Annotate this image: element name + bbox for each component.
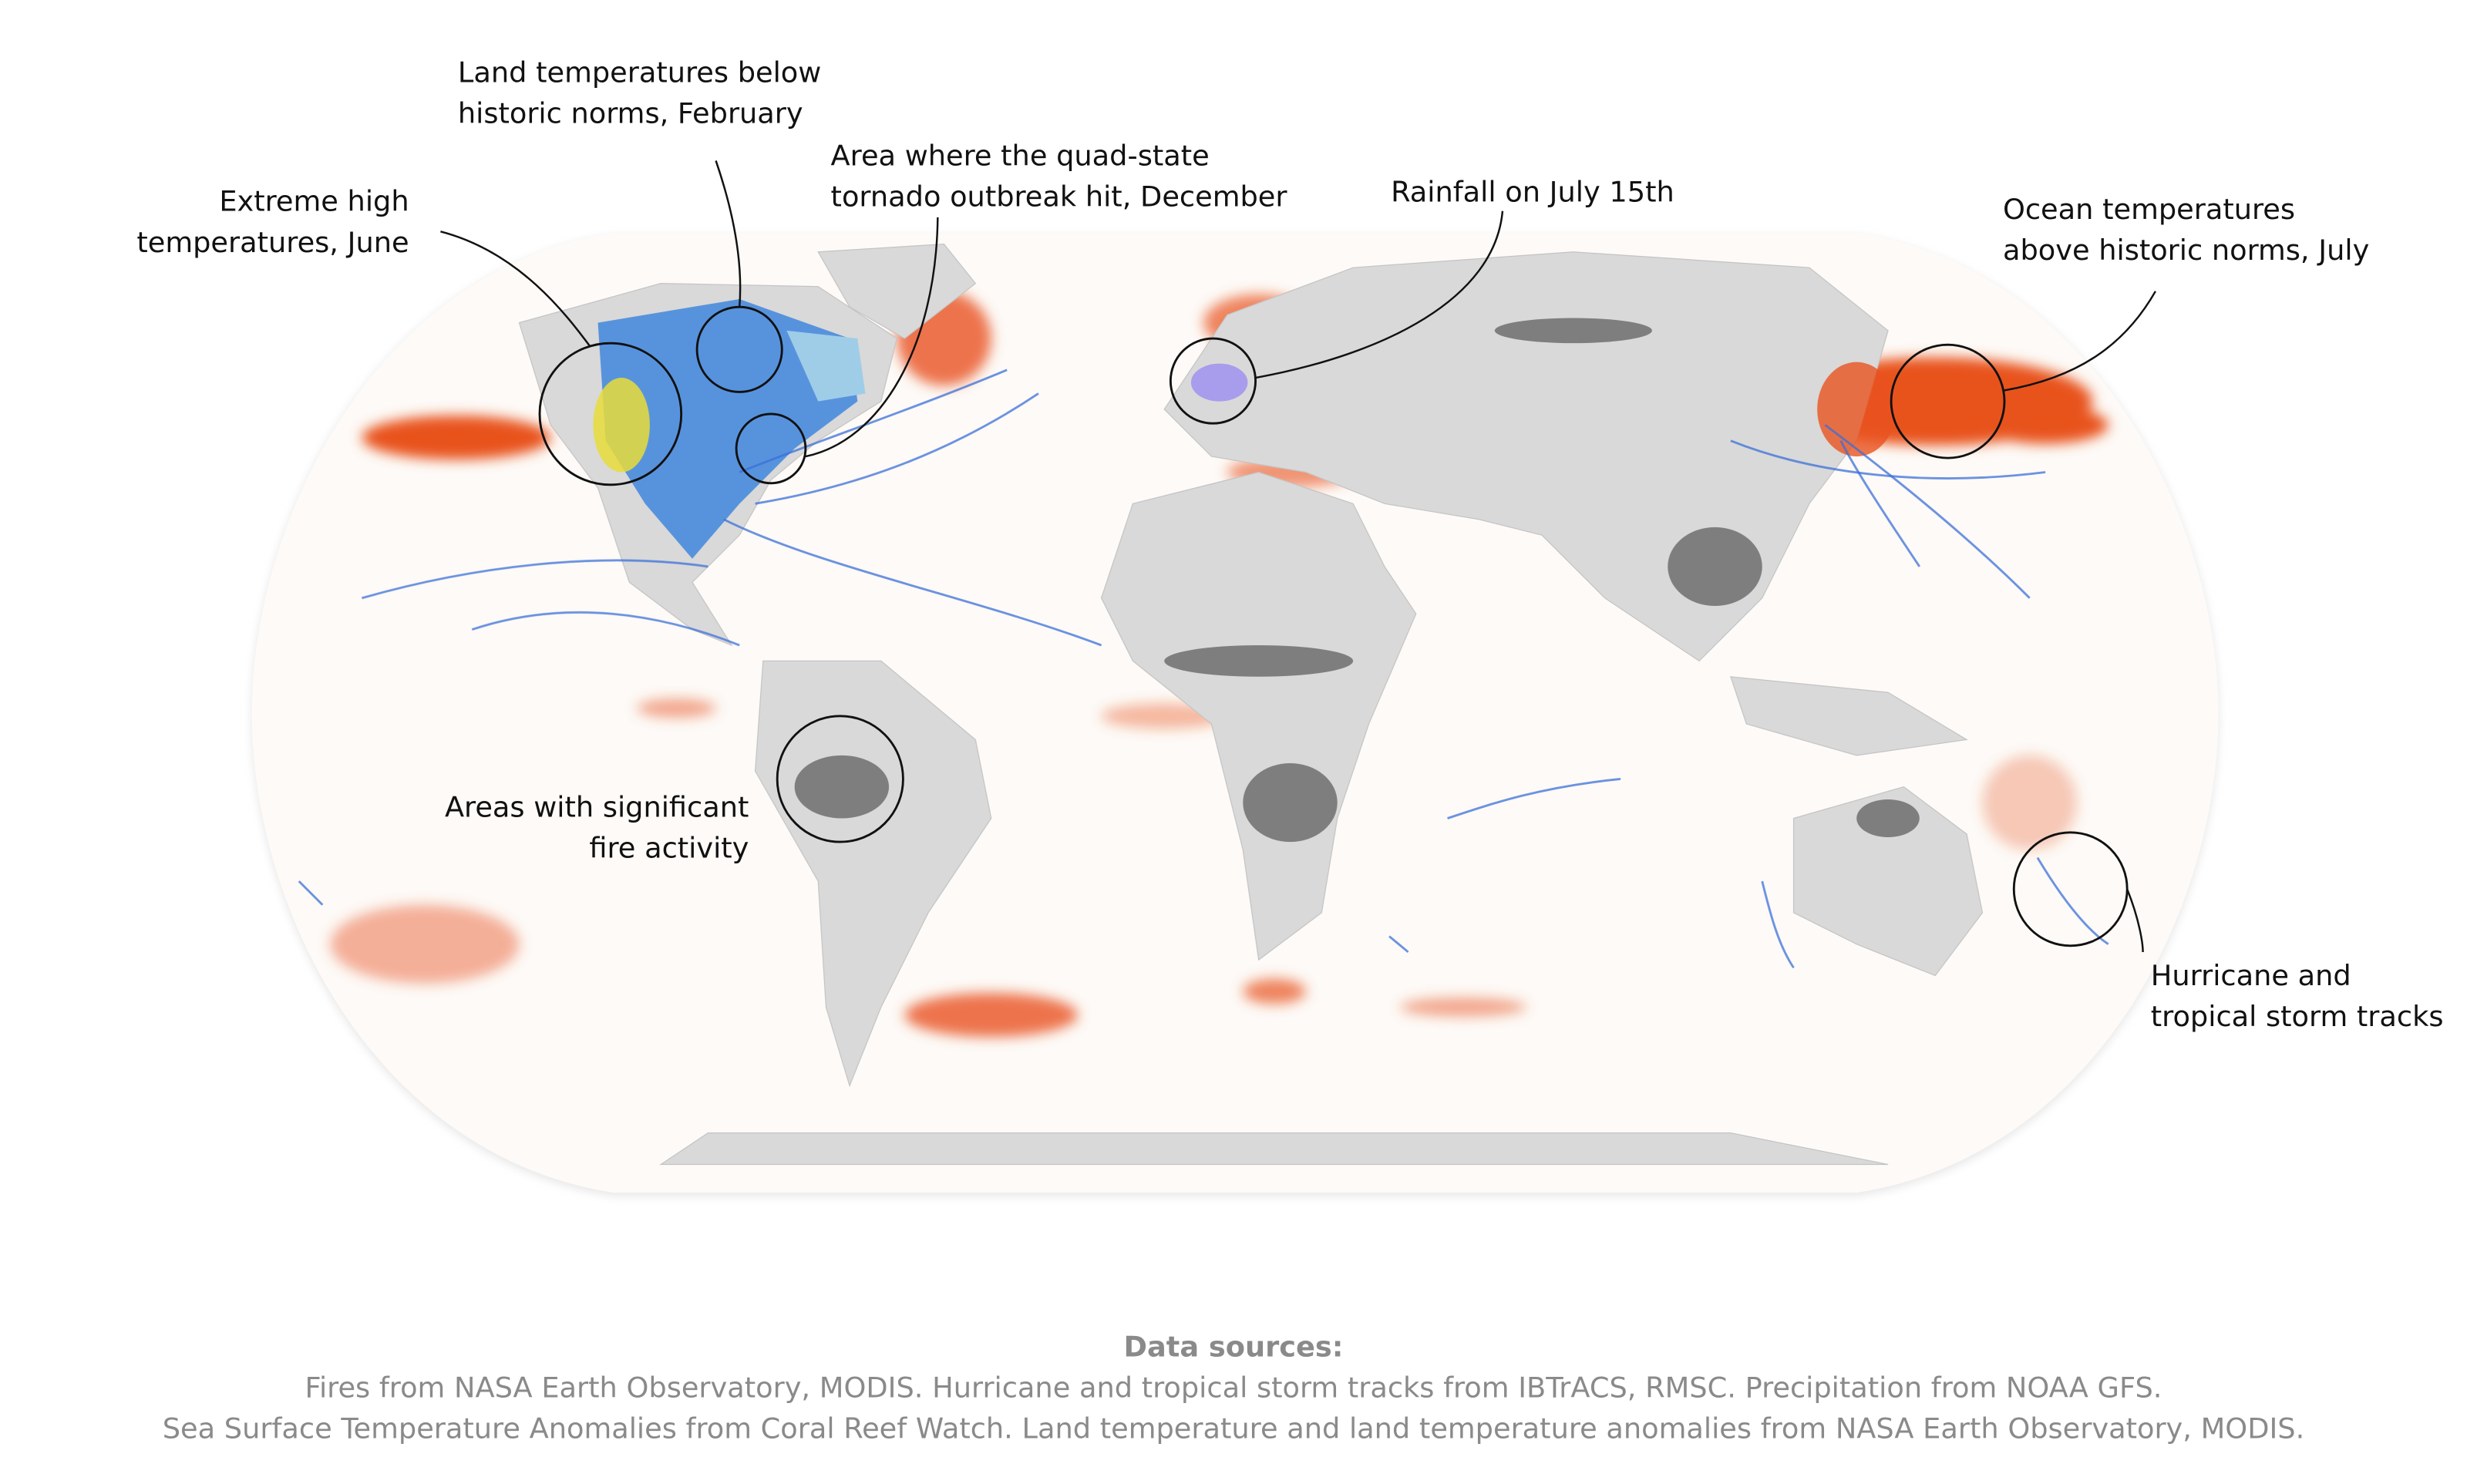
callout-ring bbox=[538, 342, 683, 486]
annotation-text: Land temperatures below bbox=[458, 56, 821, 89]
anomaly bbox=[1982, 755, 2077, 850]
africa bbox=[1100, 471, 1417, 961]
anomaly bbox=[1400, 998, 1526, 1017]
australia bbox=[1792, 786, 1984, 977]
leader-line bbox=[715, 160, 742, 308]
track bbox=[1730, 439, 2046, 480]
anomaly bbox=[1982, 405, 2109, 444]
annotation-text: historic norms, February bbox=[458, 96, 803, 130]
leader-line bbox=[1255, 210, 1504, 379]
track bbox=[1761, 880, 1795, 969]
callout-rings bbox=[440, 160, 2156, 952]
sources-heading: Data sources: bbox=[1124, 1330, 1344, 1363]
track bbox=[1839, 440, 1920, 567]
annotation-text: temperatures, June bbox=[136, 226, 409, 259]
anomaly bbox=[1817, 362, 1897, 457]
track bbox=[298, 880, 324, 906]
track bbox=[739, 368, 1008, 473]
heat-anomaly bbox=[593, 378, 650, 473]
anomaly bbox=[1243, 978, 1306, 1004]
cold-anomaly bbox=[786, 330, 866, 402]
leader-line bbox=[2004, 291, 2156, 392]
annotation-text: above historic norms, July bbox=[2003, 234, 2369, 267]
callout-ring bbox=[776, 715, 904, 843]
anomaly bbox=[362, 416, 551, 460]
track bbox=[723, 518, 1102, 647]
leader-line bbox=[440, 231, 591, 347]
callout-ring bbox=[1169, 337, 1257, 425]
leader-line bbox=[2126, 888, 2144, 952]
callout-ring bbox=[1890, 343, 2006, 459]
annotation-text: Area where the quad-state bbox=[831, 140, 1210, 173]
storm-tracks bbox=[298, 368, 2109, 969]
fire-area bbox=[1494, 318, 1652, 344]
track bbox=[471, 611, 740, 647]
annotation-text: fire activity bbox=[589, 832, 749, 865]
track bbox=[755, 392, 1039, 505]
land-anomalies bbox=[593, 299, 1897, 559]
leader-line bbox=[805, 217, 939, 458]
annotation-text: tornado outbreak hit, December bbox=[831, 180, 1288, 214]
indonesia bbox=[1730, 676, 1968, 756]
greenland bbox=[817, 243, 977, 339]
anomaly bbox=[904, 993, 1078, 1038]
sources-line: Fires from NASA Earth Observatory, MODIS… bbox=[305, 1371, 2162, 1405]
annotation-text: Extreme high bbox=[219, 185, 409, 218]
callout-ring bbox=[735, 412, 807, 485]
annotation-text: Hurricane and bbox=[2151, 959, 2351, 992]
rainfall bbox=[1190, 363, 1248, 402]
track bbox=[1447, 778, 1621, 819]
annotation-text: Rainfall on July 15th bbox=[1391, 175, 1674, 208]
cold-anomaly bbox=[597, 299, 858, 559]
sources-line: Sea Surface Temperature Anomalies from C… bbox=[163, 1412, 2305, 1445]
fire-area bbox=[1668, 527, 1762, 606]
fires bbox=[794, 318, 1920, 843]
annotation-text: Areas with significant bbox=[445, 790, 749, 823]
annotation-text: Ocean temperatures bbox=[2003, 193, 2295, 226]
annotations: Extreme high temperatures, June Land tempe… bbox=[136, 56, 2443, 1032]
map bbox=[251, 160, 2219, 1196]
track bbox=[1824, 424, 2031, 599]
annotation-text: tropical storm tracks bbox=[2151, 1000, 2444, 1033]
fire-area bbox=[794, 755, 890, 819]
anomaly bbox=[637, 698, 716, 718]
fire-area bbox=[1243, 763, 1338, 843]
fire-area bbox=[1856, 799, 1920, 837]
fire-area bbox=[1164, 644, 1354, 677]
sources: Data sources: Fires from NASA Earth Obse… bbox=[163, 1330, 2305, 1445]
anomaly bbox=[330, 904, 520, 984]
antarctica bbox=[659, 1132, 1889, 1166]
track bbox=[1388, 935, 1409, 954]
track bbox=[361, 559, 708, 600]
